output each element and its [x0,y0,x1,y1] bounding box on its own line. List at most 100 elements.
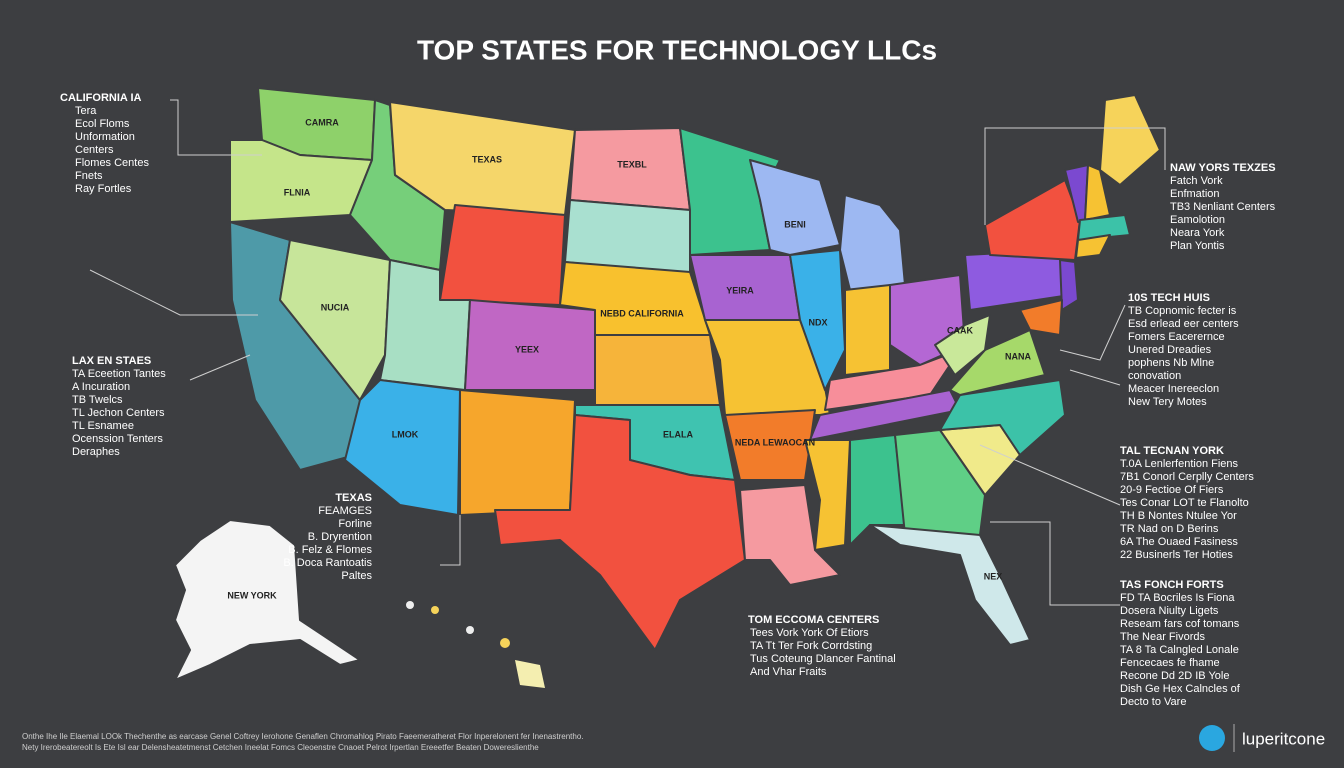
hawaii [431,606,439,614]
hawaii [500,638,510,648]
state [459,389,576,516]
callout-line: B. Dryrention [308,531,372,543]
callout-line: Fomers Eacerernce [1128,331,1225,343]
callout-line: Ray Fortles [75,183,132,195]
callout-line: 20-9 Fectioe Of Fiers [1120,484,1224,496]
callout-line: Ocenssion Tenters [72,433,163,445]
callout-heading: TOM ECCOMA CENTERS [748,614,879,626]
callout-lines [89,99,1166,606]
callout-line: TB3 Nenliant Centers [1170,201,1276,213]
leader-line [1059,304,1126,361]
callout-heading: 10S TECH HUIS [1128,292,1210,304]
state [439,204,566,306]
state [804,439,851,551]
state [724,409,816,481]
callout-line: TB Twelcs [72,394,123,406]
callout-line: B. Doca Rantoatis [283,557,372,569]
state-label: CAMRA [305,117,339,127]
callout-line: Unered Dreadies [1128,344,1212,356]
callout-line: New Tery Motes [1128,396,1207,408]
map-labels: CAMRA FLNIA NUCIA TEXAS TEXBL NEBD CALIF… [227,117,1031,600]
hawaii [406,601,414,609]
callout-heading: TEXAS [335,492,372,504]
state-label: NEDA LEWAOCAN [735,437,815,447]
callout-line: The Near Fivords [1120,631,1205,643]
title: TOP STATES FOR TECHNOLOGY LLCs [417,34,937,65]
state [869,524,1031,646]
footer-text: Nety Irerobeatereolt Is Ete Isl ear Dele… [22,743,539,752]
state [594,334,721,406]
callout-line: Tees Vork York Of Etiors [750,627,869,639]
us-map [174,87,1161,688]
state-label: NANA [1005,351,1031,361]
state-label: NDX [808,317,827,327]
brand-logo [1199,725,1225,751]
callout-line: 7B1 Conorl Cerplly Centers [1120,471,1254,483]
callout-line: TA Eceetion Tantes [72,368,166,380]
callout-line: FEAMGES [318,505,372,517]
footer: Onthe Ihe Ile Elaemal LOOk Thechenthe as… [22,732,584,752]
callout-line: Decto to Vare [1120,696,1186,708]
callout-line: TL Jechon Centers [72,407,165,419]
state-label: ELALA [663,429,693,439]
callout-line: Recone Dd 2D IB Yole [1120,670,1229,682]
state [1075,234,1111,259]
callout-line: Enfmation [1170,188,1220,200]
callout-line: Fnets [75,170,103,182]
state [894,429,986,536]
callout-line: Tus Coteung Dlancer Fantinal [750,653,896,665]
callout-line: TB Copnomic fecter is [1128,305,1237,317]
footer-text: Onthe Ihe Ile Elaemal LOOk Thechenthe as… [22,732,584,741]
brand: luperitcone [1199,724,1325,752]
state-label: YEEX [515,344,539,354]
callout-line: TR Nad on D Berins [1120,523,1219,535]
callout-line: A Incuration [72,381,130,393]
state-label: NEX [984,571,1003,581]
state [844,284,891,376]
callout-line: Ecol Floms [75,118,130,130]
state [1099,94,1161,186]
callout-line: Paltes [341,570,372,582]
state [1077,214,1131,241]
callout-line: Tes Conar LOT te Flanolto [1120,497,1249,509]
callout-line: Reseam fars cof tomans [1120,618,1240,630]
hawaii [515,660,545,688]
callout-line: Deraphes [72,446,120,458]
state-label: NEBD CALIFORNIA [600,308,684,318]
state [494,414,746,651]
callout-line: Fencecaes fe fhame [1120,657,1220,669]
callout-line: Dosera Niulty Ligets [1120,605,1219,617]
state [1084,164,1111,221]
state [1059,259,1079,311]
state [789,249,846,391]
leader-line [189,354,251,381]
callout-line: B. Felz & Flomes [288,544,372,556]
state-label: CAAK [947,325,973,335]
callout-heading: CALIFORNIA IA [60,92,142,104]
leader-line [170,99,262,156]
callout-line: Neara York [1170,227,1225,239]
state-label: TEXBL [617,159,647,169]
callout-line: FD TA Bocriles Is Fiona [1120,592,1235,604]
callout-line: T.0A Lenlerfention Fiens [1120,458,1239,470]
state-label: NUCIA [321,302,350,312]
state [984,179,1081,261]
callout-line: Unformation [75,131,135,143]
callout-line: TA Tt Ter Fork Corrdsting [750,640,872,652]
callout-line: Flomes Centes [75,157,149,169]
callout-line: 22 Businerls Ter Hoties [1120,549,1233,561]
callout-line: conovation [1128,370,1181,382]
callout-heading: LAX EN STAES [72,355,151,367]
callout-line: TL Esnamee [72,420,134,432]
state-label: NEW YORK [227,590,277,600]
state-label: FLNIA [284,187,311,197]
callout-line: Esd erlead eer centers [1128,318,1239,330]
leader-line [440,515,461,566]
callout-line: Eamolotion [1170,214,1225,226]
state-label: LMOK [392,429,419,439]
state [739,484,841,586]
callout-line: TH B Nontes Ntulee Yor [1120,510,1237,522]
state [934,314,991,376]
